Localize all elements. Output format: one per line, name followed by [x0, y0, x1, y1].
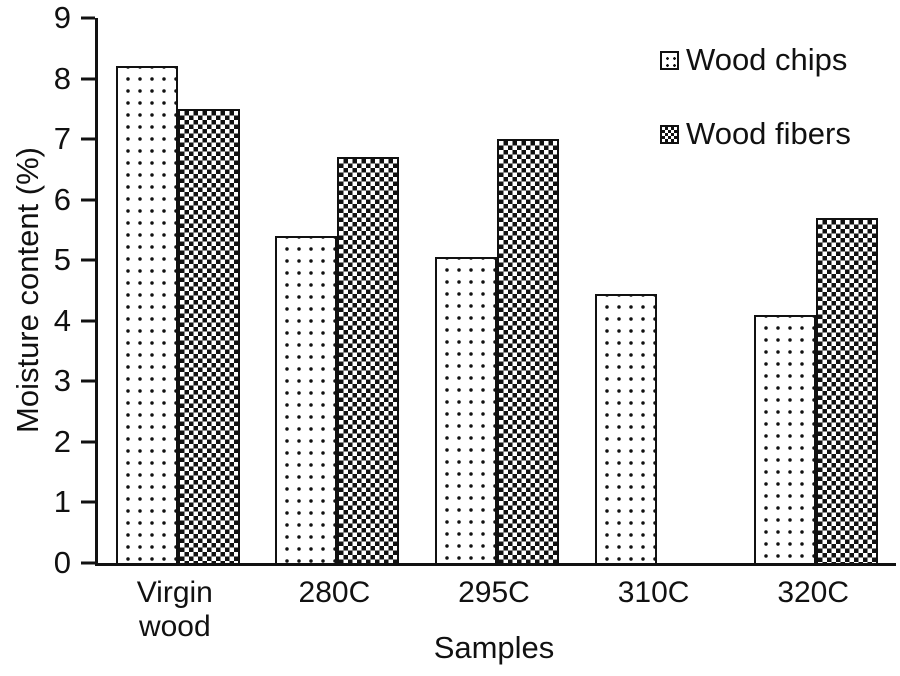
bar-group-280c — [258, 18, 418, 563]
x-axis-title: Samples — [433, 630, 555, 665]
y-tick-mark — [81, 16, 95, 20]
y-tick-mark — [81, 77, 95, 81]
x-tick-label: Virgin wood — [136, 576, 213, 643]
y-tick-label: 2 — [53, 423, 71, 459]
y-tick-mark — [81, 500, 95, 504]
y-tick-mark — [81, 319, 95, 323]
y-tick-label: 6 — [53, 181, 71, 217]
y-tick-mark — [81, 561, 95, 565]
y-tick-mark — [81, 258, 95, 262]
y-tick-label: 1 — [53, 484, 71, 520]
bar-group-295c — [417, 18, 577, 563]
bar-wood-fibers-320c — [816, 218, 879, 563]
legend-label-wood-chips: Wood chips — [686, 42, 848, 77]
bar-wood-chips-virgin-wood — [115, 66, 178, 563]
y-tick-mark — [81, 198, 95, 202]
wood-chips-swatch-icon — [660, 50, 679, 70]
y-tick-label: 5 — [53, 242, 71, 278]
y-tick-label: 3 — [53, 363, 71, 399]
bar-wood-fibers-295c — [496, 139, 559, 563]
x-tick-label: 310C — [617, 576, 690, 609]
bar-wood-fibers-280c — [337, 157, 400, 563]
plot-area — [81, 16, 896, 566]
y-axis-tick-labels: 0 1 2 3 4 5 6 7 8 9 — [0, 0, 95, 580]
legend-item-wood-chips: Wood chips — [660, 42, 851, 78]
y-tick-label: 8 — [53, 60, 71, 96]
legend-item-wood-fibers: Wood fibers — [660, 116, 851, 152]
bar-wood-chips-280c — [275, 236, 338, 563]
y-tick-label: 7 — [53, 121, 71, 157]
bar-group-310c — [577, 18, 737, 563]
bar-group-virgin-wood — [98, 18, 258, 563]
bar-wood-fibers-virgin-wood — [177, 109, 240, 563]
bar-wood-chips-295c — [434, 257, 497, 563]
y-tick-mark — [81, 440, 95, 444]
wood-fibers-swatch-icon — [660, 124, 679, 144]
x-tick-label: 280C — [298, 576, 371, 609]
legend: Wood chips Wood fibers — [660, 42, 851, 152]
y-tick-mark — [81, 137, 95, 141]
bar-wood-chips-310c — [594, 294, 657, 563]
x-tick-label: 295C — [458, 576, 530, 609]
bar-groups — [98, 18, 896, 563]
legend-label-wood-fibers: Wood fibers — [686, 116, 851, 151]
y-tick-label: 0 — [53, 545, 71, 580]
bar-group-320c — [736, 18, 896, 563]
x-axis-tick-labels: Virgin wood 280C 295C 310C 320C — [95, 576, 893, 643]
y-tick-label: 9 — [53, 0, 71, 35]
y-tick-mark — [81, 379, 95, 383]
x-tick-label: 320C — [777, 576, 850, 609]
bar-wood-chips-320c — [754, 315, 817, 563]
y-tick-label: 4 — [53, 302, 71, 338]
